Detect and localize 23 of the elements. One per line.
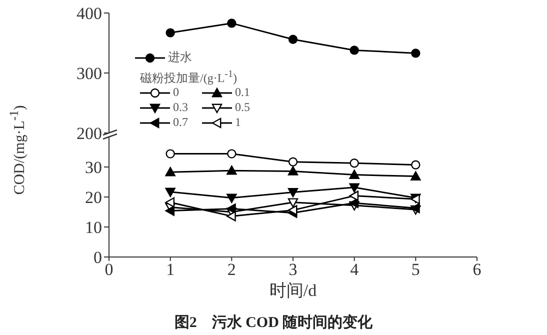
legend-label: 0.5 bbox=[235, 100, 250, 115]
legend-label: 0.3 bbox=[173, 100, 188, 115]
x-axis-title: 时间/d bbox=[269, 281, 317, 300]
y-tick-label: 10 bbox=[85, 218, 102, 238]
x-tick-label: 3 bbox=[288, 260, 298, 280]
legend-label: 1 bbox=[235, 115, 241, 130]
x-tick-label: 1 bbox=[166, 260, 175, 280]
legend-label: 进水 bbox=[168, 49, 192, 66]
y-tick-label: 20 bbox=[85, 188, 102, 208]
x-tick-label: 5 bbox=[411, 260, 420, 280]
y-tick-label: 30 bbox=[85, 158, 102, 178]
x-tick-label: 4 bbox=[350, 260, 360, 280]
y-tick-label: 300 bbox=[76, 64, 102, 84]
legend-title: 磁粉投加量/(g·L$^{-1}$) bbox=[140, 69, 237, 85]
legend-label: 0 bbox=[173, 85, 179, 100]
legend-label: 0.1 bbox=[235, 85, 250, 100]
y-tick-label: 200 bbox=[76, 124, 102, 144]
caption: 图2 污水 COD 随时间的变化 bbox=[173, 313, 374, 332]
x-tick-label: 2 bbox=[227, 260, 236, 280]
legend-label: 0.7 bbox=[173, 115, 188, 130]
x-tick-label: 6 bbox=[472, 260, 482, 280]
y-tick-label: 400 bbox=[76, 4, 102, 24]
y-tick-label: 0 bbox=[94, 248, 102, 268]
